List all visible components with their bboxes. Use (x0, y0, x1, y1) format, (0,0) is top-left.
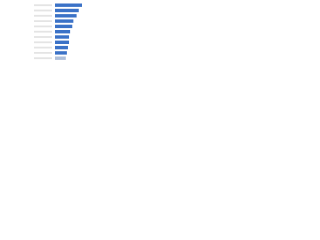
bar (55, 14, 77, 18)
category-label-placeholder (34, 9, 52, 12)
page: (() => { const data = JSON.parse(documen… (0, 0, 320, 71)
category-label-placeholder (34, 52, 52, 54)
category-label-placeholder (34, 25, 52, 28)
category-label-placeholder (34, 30, 52, 33)
bar (55, 51, 67, 55)
bar (55, 24, 73, 29)
category-label-placeholder (34, 4, 52, 7)
category-label-placeholder (34, 57, 52, 60)
bar (55, 8, 79, 13)
bar (55, 45, 68, 50)
bar (55, 35, 70, 39)
bar (55, 56, 66, 60)
bar (55, 3, 82, 7)
category-label-placeholder (34, 20, 52, 22)
category-label-placeholder (34, 14, 52, 17)
category-label-placeholder (34, 46, 52, 49)
bar (55, 19, 74, 23)
category-label-placeholder (34, 41, 52, 44)
category-label-placeholder (34, 36, 52, 38)
bar (55, 30, 71, 34)
chart (34, 3, 82, 60)
bar (55, 40, 70, 44)
